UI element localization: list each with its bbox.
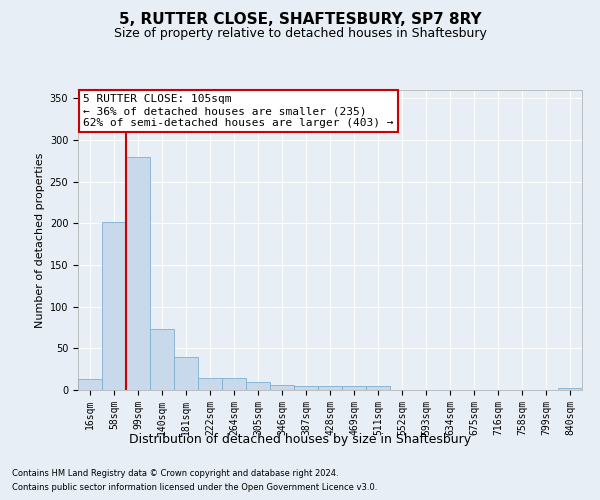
Bar [174,356,198,390]
Text: Contains HM Land Registry data © Crown copyright and database right 2024.: Contains HM Land Registry data © Crown c… [12,468,338,477]
Bar [198,378,222,390]
Bar [318,386,342,390]
Bar [126,156,150,390]
Bar [78,379,102,390]
Text: Distribution of detached houses by size in Shaftesbury: Distribution of detached houses by size … [129,432,471,446]
Bar [558,388,582,390]
Y-axis label: Number of detached properties: Number of detached properties [35,152,46,328]
Bar [366,386,390,390]
Text: Size of property relative to detached houses in Shaftesbury: Size of property relative to detached ho… [113,28,487,40]
Bar [270,385,294,390]
Text: 5 RUTTER CLOSE: 105sqm
← 36% of detached houses are smaller (235)
62% of semi-de: 5 RUTTER CLOSE: 105sqm ← 36% of detached… [83,94,394,128]
Text: Contains public sector information licensed under the Open Government Licence v3: Contains public sector information licen… [12,484,377,492]
Bar [102,222,126,390]
Bar [342,386,366,390]
Bar [150,329,174,390]
Bar [246,382,270,390]
Bar [294,386,318,390]
Bar [222,378,246,390]
Text: 5, RUTTER CLOSE, SHAFTESBURY, SP7 8RY: 5, RUTTER CLOSE, SHAFTESBURY, SP7 8RY [119,12,481,28]
